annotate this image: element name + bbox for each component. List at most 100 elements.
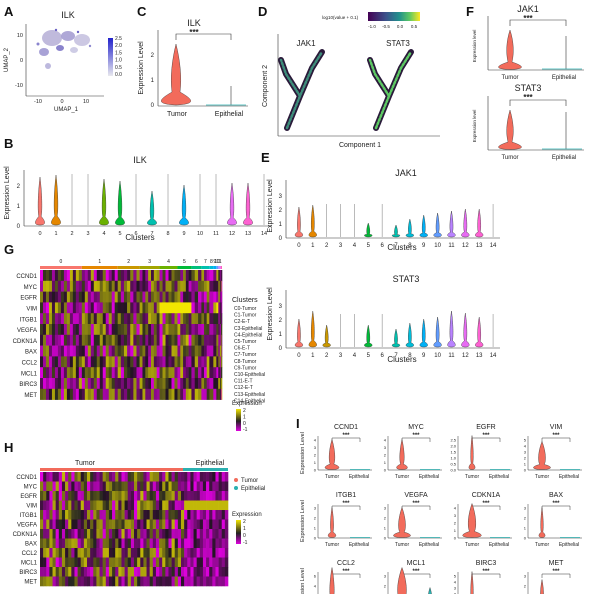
i-y-tick: 1 xyxy=(454,528,457,533)
g-heat-cell xyxy=(139,388,143,400)
g-heat-cell xyxy=(114,302,119,314)
h-heat-cell xyxy=(58,576,63,587)
g-heat-cell xyxy=(54,345,59,357)
i-y-tick: 3 xyxy=(454,586,457,591)
g-heat-cell xyxy=(102,313,107,325)
g-heat-cell xyxy=(156,280,160,292)
g-heat-cell xyxy=(194,334,199,346)
g-cluster-label: 6 xyxy=(195,259,198,265)
b-x-tick: 13 xyxy=(245,231,251,237)
h-heat-cell xyxy=(199,538,204,549)
g-heat-cell xyxy=(153,334,157,346)
i-y-tick: 1 xyxy=(524,462,527,467)
g-heat-cell xyxy=(108,334,113,346)
g-heat-cell xyxy=(90,367,95,379)
g-heat-cell xyxy=(183,324,187,336)
g-heat-cell xyxy=(171,334,175,346)
h-heat-cell xyxy=(224,472,229,482)
h-heat-cell xyxy=(137,510,141,520)
e-x-tick: 0 xyxy=(297,353,301,359)
h-heat-cell xyxy=(74,548,78,558)
g-heat-cell xyxy=(81,334,86,346)
h-heat-cell xyxy=(87,481,91,492)
h-heat-cell xyxy=(209,481,213,492)
h-heat-cell xyxy=(52,491,56,501)
h-heat-cell xyxy=(155,548,160,558)
g-heat-cell xyxy=(63,302,68,314)
g-heat-cell xyxy=(183,345,187,357)
g-heat-cell xyxy=(221,302,223,314)
e-x-tick: 7 xyxy=(394,243,398,249)
g-heat-cell xyxy=(87,280,92,292)
h-heat-cell xyxy=(212,567,216,577)
g-heat-cell xyxy=(111,345,116,357)
h-heat-cell xyxy=(181,472,185,482)
g-heat-cell xyxy=(220,302,222,314)
h-heat-cell xyxy=(80,576,85,587)
h-heat-cell xyxy=(58,510,63,520)
g-heat-cell xyxy=(48,324,53,336)
g-heat-cell xyxy=(87,270,92,282)
h-heat-cell xyxy=(118,519,122,530)
g-heat-cell xyxy=(220,291,222,303)
e-violin xyxy=(433,316,442,348)
h-heat-cell xyxy=(190,472,194,482)
e-x-tick: 10 xyxy=(434,243,441,249)
h-heat-cell xyxy=(181,567,185,577)
g-heat-cell xyxy=(105,367,110,379)
g-heat-cell xyxy=(191,302,196,314)
g-heat-cell xyxy=(69,302,74,314)
g-heat-cell xyxy=(78,367,83,379)
g-heat-cell xyxy=(218,313,221,325)
g-heat-cell xyxy=(60,291,65,303)
g-heat-cell xyxy=(72,367,77,379)
h-heat-cell xyxy=(96,491,100,501)
h-heat-cell xyxy=(130,548,135,558)
e-x-tick: 6 xyxy=(380,353,384,359)
g-heat-cell xyxy=(216,291,219,303)
g-heat-cell xyxy=(156,291,160,303)
h-heat-cell xyxy=(199,557,204,568)
g-heat-cell xyxy=(117,356,122,368)
h-gene-label: ITGB1 xyxy=(20,513,38,519)
h-heat-cell xyxy=(96,519,100,530)
g-heat-cell xyxy=(102,324,107,336)
g-heat-cell xyxy=(114,324,119,336)
g-heat-cell xyxy=(51,367,56,379)
g-heat-cell xyxy=(114,345,119,357)
g-heat-cell xyxy=(142,388,146,400)
g-heat-cell xyxy=(165,291,169,303)
g-heat-cell xyxy=(69,388,74,400)
h-heat-cell xyxy=(130,576,135,587)
h-heat-cell xyxy=(149,576,154,587)
h-heat-cell xyxy=(80,491,85,501)
g-heat-cell xyxy=(108,345,113,357)
h-heat-cell xyxy=(137,538,141,549)
h-heat-cell xyxy=(190,500,194,511)
h-heat-cell xyxy=(108,538,113,549)
g-heat-cell xyxy=(63,345,68,357)
g-heat-cell xyxy=(117,345,122,357)
g-heat-cell xyxy=(99,313,104,325)
h-heat-cell xyxy=(87,500,91,511)
h-heat-cell xyxy=(209,557,213,568)
g-heat-cell xyxy=(194,302,199,314)
h-heat-cell xyxy=(149,557,154,568)
e-y-tick: 0 xyxy=(279,346,283,352)
h-heat-cell xyxy=(155,500,160,511)
h-heat-cell xyxy=(40,529,44,539)
g-heat-cell xyxy=(102,367,107,379)
h-heat-cell xyxy=(149,529,154,539)
h-heat-cell xyxy=(112,510,116,520)
g-heat-cell xyxy=(213,280,217,292)
g-heat-cell xyxy=(174,367,178,379)
i-group-tumor: Tumor xyxy=(465,474,480,480)
g-heat-cell xyxy=(136,367,140,379)
g-heat-cell xyxy=(142,270,146,282)
h-group-bar-epithelial xyxy=(183,468,228,471)
h-heat-cell xyxy=(184,519,188,530)
c-y-tick-0: 0 xyxy=(151,103,155,109)
h-heat-cell xyxy=(165,481,169,492)
g-heat-cell xyxy=(93,313,98,325)
h-heat-cell xyxy=(74,529,78,539)
